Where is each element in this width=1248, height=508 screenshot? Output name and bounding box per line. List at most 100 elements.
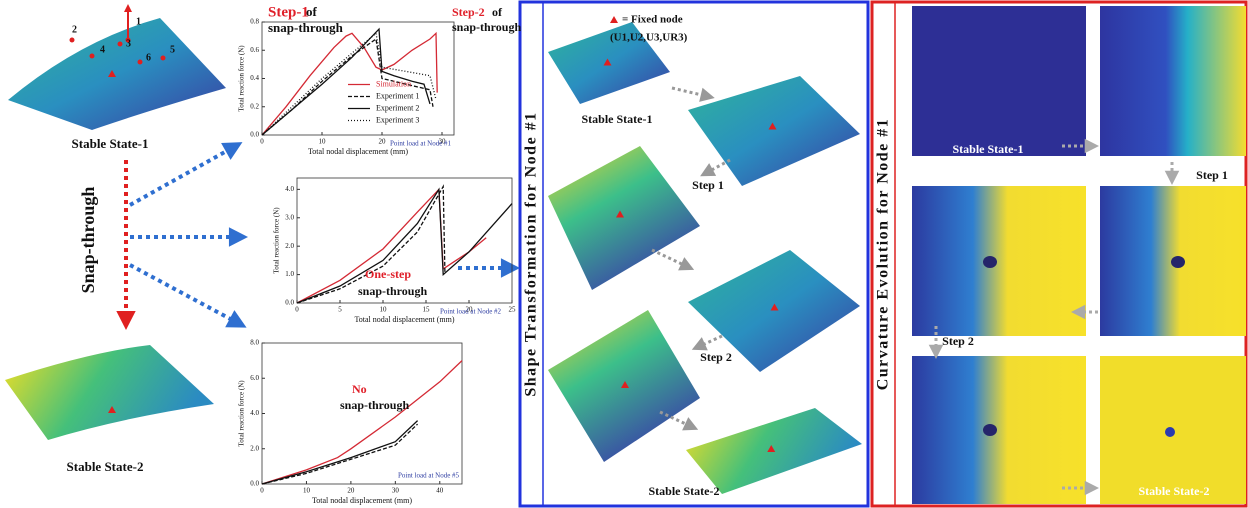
- y-tick-label: 4.0: [285, 185, 294, 193]
- y-tick-label: 0.0: [250, 480, 259, 488]
- node-label: 5: [170, 44, 175, 55]
- y-axis-label: Total reaction force (N): [238, 45, 246, 112]
- annotation: snap-through: [452, 20, 521, 34]
- x-tick-label: 10: [319, 138, 327, 146]
- x-tick-label: 20: [347, 487, 355, 495]
- state-label: Step 1: [1196, 168, 1228, 182]
- node-label: 1: [136, 16, 141, 27]
- x-tick-label: 0: [260, 138, 264, 146]
- y-axis-label: Total reaction force (N): [238, 380, 246, 447]
- data-line: [262, 361, 462, 484]
- state-label: Stable State-2: [649, 484, 720, 498]
- state-label: Stable State-1: [582, 112, 653, 126]
- arrow-head: [682, 417, 698, 430]
- x-tick-label: 10: [380, 306, 388, 314]
- y-tick-label: 0.4: [250, 74, 259, 82]
- arrow-head: [699, 88, 715, 102]
- y-tick-label: 0.2: [250, 102, 259, 110]
- arrow: [130, 265, 236, 322]
- state-label: Step 2: [942, 334, 974, 348]
- annotation: snap-through: [340, 398, 409, 412]
- state-label: Stable State-2: [1139, 484, 1210, 498]
- y-tick-label: 0.6: [250, 46, 259, 54]
- annotation: No: [352, 382, 367, 396]
- y-tick-label: 6.0: [250, 374, 259, 382]
- panel-title: Shape Transformation for Node #1: [523, 111, 540, 396]
- y-tick-label: 4.0: [250, 409, 259, 417]
- x-tick-label: 15: [423, 306, 431, 314]
- figure: 1 2 3 4 5 6 Stable State-1 Snap-through Stable S…: [0, 0, 1248, 508]
- x-tick-label: 10: [303, 487, 311, 495]
- node-dot: [138, 60, 143, 65]
- x-tick-label: 5: [338, 306, 342, 314]
- state-label: Stable State-1: [72, 136, 149, 151]
- x-tick-label: 0: [260, 487, 264, 495]
- legend-label: Experiment 3: [376, 115, 419, 124]
- y-tick-label: 8.0: [250, 339, 259, 347]
- x-tick-label: 40: [436, 487, 444, 495]
- legend-text: = Fixed node: [622, 14, 683, 26]
- snap-through-label: Snap-through: [78, 187, 98, 294]
- node-label: 6: [146, 52, 151, 63]
- curvature-spot: [1165, 427, 1175, 437]
- node-label: 3: [126, 38, 131, 49]
- state-label: Step 1: [692, 178, 724, 192]
- x-axis-label: Total nodal displacement (mm): [312, 496, 412, 505]
- surface-state-1: [8, 18, 226, 130]
- x-axis-label: Total nodal displacement (mm): [308, 147, 408, 156]
- surface-state-2: [5, 345, 214, 440]
- x-tick-label: 30: [392, 487, 400, 495]
- curvature-map: [912, 6, 1086, 156]
- legend-label: Experiment 2: [376, 103, 419, 112]
- curvature-spot: [983, 424, 997, 436]
- state-label: Stable State-1: [953, 142, 1024, 156]
- arrow-head: [501, 258, 520, 277]
- arrow-head: [116, 311, 135, 330]
- chart-note: Point load at Node #1: [390, 140, 452, 148]
- curvature-spot: [1171, 256, 1185, 268]
- annotation: snap-through: [358, 284, 427, 298]
- state-label: Stable State-2: [67, 459, 144, 474]
- load-arrow-head: [124, 4, 132, 12]
- curvature-map: [912, 186, 1086, 336]
- x-axis-label: Total nodal displacement (mm): [354, 315, 454, 324]
- legend-text: (U1,U2,U3,UR3): [610, 32, 688, 44]
- annotation: Step-2: [452, 5, 485, 19]
- curvature-map: [1100, 6, 1246, 156]
- arrow-head: [229, 227, 248, 246]
- node-label: 4: [100, 44, 105, 55]
- x-tick-label: 25: [509, 306, 517, 314]
- y-tick-label: 0.0: [250, 131, 259, 139]
- panel-title: Curvature Evolution for Node #1: [875, 118, 892, 391]
- annotation: Step-1: [268, 4, 309, 20]
- plot-frame: [262, 343, 462, 484]
- node-dot: [90, 54, 95, 59]
- y-tick-label: 1.0: [285, 270, 294, 278]
- chart-note: Point load at Node #2: [440, 308, 502, 316]
- arrow-head: [221, 142, 242, 160]
- data-line: [262, 424, 418, 484]
- curvature-map: [912, 356, 1086, 504]
- plot-frame: [262, 22, 454, 135]
- node-dot: [161, 56, 166, 61]
- chart-note: Point load at Node #5: [398, 472, 460, 480]
- state-label: Step 2: [700, 350, 732, 364]
- annotation: of: [492, 5, 503, 19]
- legend-label: Simulation: [376, 79, 411, 88]
- annotation: of: [306, 4, 318, 19]
- y-axis-label: Total reaction force (N): [273, 207, 281, 274]
- y-tick-label: 2.0: [250, 444, 259, 452]
- annotation: snap-through: [268, 20, 344, 35]
- y-tick-label: 3.0: [285, 213, 294, 221]
- arrow-head: [1085, 481, 1099, 496]
- node-dot: [70, 38, 75, 43]
- arrow: [130, 148, 232, 205]
- fixed-node-marker: [610, 16, 618, 23]
- shape-surface: [548, 146, 700, 290]
- data-line: [262, 421, 418, 484]
- node-label: 2: [72, 24, 77, 35]
- arrow-head: [1165, 171, 1180, 185]
- node-dot: [118, 42, 123, 47]
- y-tick-label: 2.0: [285, 242, 294, 250]
- arrow-head: [1085, 139, 1099, 154]
